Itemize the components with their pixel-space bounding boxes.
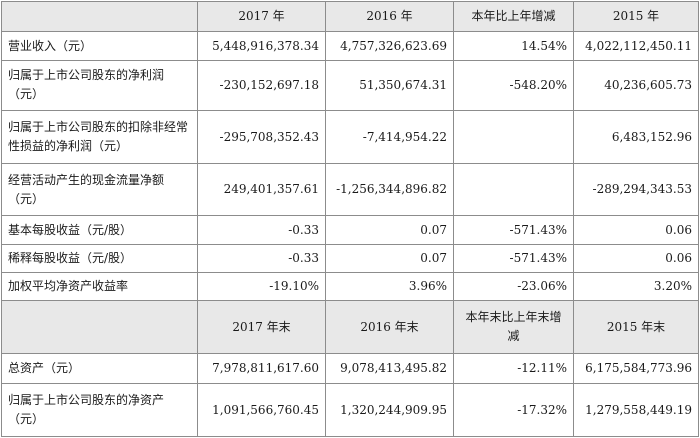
header-2016: 2016 年	[325, 0, 454, 33]
table-row: 归属于上市公司股东的净利润（元） -230,152,697.18 51,350,…	[1, 59, 699, 112]
value-2015: 6,483,152.96	[573, 110, 699, 164]
value-2017: -0.33	[197, 215, 326, 245]
value-change: -23.06%	[453, 272, 574, 302]
value-change	[453, 110, 574, 164]
row-label: 经营活动产生的现金流量净额（元）	[1, 162, 198, 217]
table-row: 基本每股收益（元/股） -0.33 0.07 -571.43% 0.06	[1, 215, 699, 245]
value-2017: -19.10%	[197, 272, 326, 302]
value-2016: 3.96%	[325, 272, 454, 302]
value-2017: 5,448,916,378.34	[197, 31, 326, 61]
value-2016: 0.07	[325, 215, 454, 245]
value-change: -571.43%	[453, 243, 574, 274]
table-row: 加权平均净资产收益率 -19.10% 3.96% -23.06% 3.20%	[1, 272, 699, 302]
header-2017-end: 2017 年末	[197, 300, 326, 354]
value-2017: 7,978,811,617.60	[197, 352, 326, 385]
value-2015: 0.06	[573, 243, 699, 274]
table-row: 归属于上市公司股东的净资产（元） 1,091,566,760.45 1,320,…	[1, 383, 699, 437]
row-label: 稀释每股收益（元/股）	[1, 243, 198, 274]
value-change: -12.11%	[453, 352, 574, 385]
value-2015: 4,022,112,450.11	[573, 31, 699, 61]
header-corner	[1, 0, 198, 33]
value-2017: -295,708,352.43	[197, 110, 326, 164]
value-change	[453, 162, 574, 217]
value-2017: -0.33	[197, 243, 326, 274]
value-2015: 6,175,584,773.96	[573, 352, 699, 385]
row-label: 基本每股收益（元/股）	[1, 215, 198, 245]
header-2015: 2015 年	[573, 0, 699, 33]
value-2016: 9,078,413,495.82	[325, 352, 454, 385]
value-2015: -289,294,343.53	[573, 162, 699, 217]
header-2016-end: 2016 年末	[325, 300, 454, 354]
value-2016: -7,414,954.22	[325, 110, 454, 164]
value-2017: 249,401,357.61	[197, 162, 326, 217]
header-2017: 2017 年	[197, 0, 326, 33]
value-change: -548.20%	[453, 59, 574, 112]
table-row: 营业收入（元） 5,448,916,378.34 4,757,326,623.6…	[1, 31, 699, 61]
value-2016: 4,757,326,623.69	[325, 31, 454, 61]
row-label: 归属于上市公司股东的扣除非经常性损益的净利润（元）	[1, 110, 198, 164]
header-change-end: 本年末比上年末增减	[453, 300, 574, 354]
row-label: 营业收入（元）	[1, 31, 198, 61]
value-2015: 0.06	[573, 215, 699, 245]
value-2015: 1,279,558,449.19	[573, 383, 699, 437]
row-label: 归属于上市公司股东的净资产（元）	[1, 383, 198, 437]
value-change: 14.54%	[453, 31, 574, 61]
value-2016: -1,256,344,896.82	[325, 162, 454, 217]
header-row-annual: 2017 年 2016 年 本年比上年增减 2015 年	[1, 0, 699, 33]
value-2015: 40,236,605.73	[573, 59, 699, 112]
header-change: 本年比上年增减	[453, 0, 574, 33]
value-2016: 0.07	[325, 243, 454, 274]
header-row-yearend: 2017 年末 2016 年末 本年末比上年末增减 2015 年末	[1, 300, 699, 354]
value-2016: 51,350,674.31	[325, 59, 454, 112]
row-label: 归属于上市公司股东的净利润（元）	[1, 59, 198, 112]
row-label: 加权平均净资产收益率	[1, 272, 198, 302]
value-2015: 3.20%	[573, 272, 699, 302]
table-row: 经营活动产生的现金流量净额（元） 249,401,357.61 -1,256,3…	[1, 162, 699, 217]
value-change: -571.43%	[453, 215, 574, 245]
value-2017: -230,152,697.18	[197, 59, 326, 112]
value-change: -17.32%	[453, 383, 574, 437]
table-row: 归属于上市公司股东的扣除非经常性损益的净利润（元） -295,708,352.4…	[1, 110, 699, 164]
header-corner	[1, 300, 198, 354]
table-row: 稀释每股收益（元/股） -0.33 0.07 -571.43% 0.06	[1, 243, 699, 274]
table-row: 总资产（元） 7,978,811,617.60 9,078,413,495.82…	[1, 352, 699, 385]
row-label: 总资产（元）	[1, 352, 198, 385]
header-2015-end: 2015 年末	[573, 300, 699, 354]
value-2017: 1,091,566,760.45	[197, 383, 326, 437]
value-2016: 1,320,244,909.95	[325, 383, 454, 437]
